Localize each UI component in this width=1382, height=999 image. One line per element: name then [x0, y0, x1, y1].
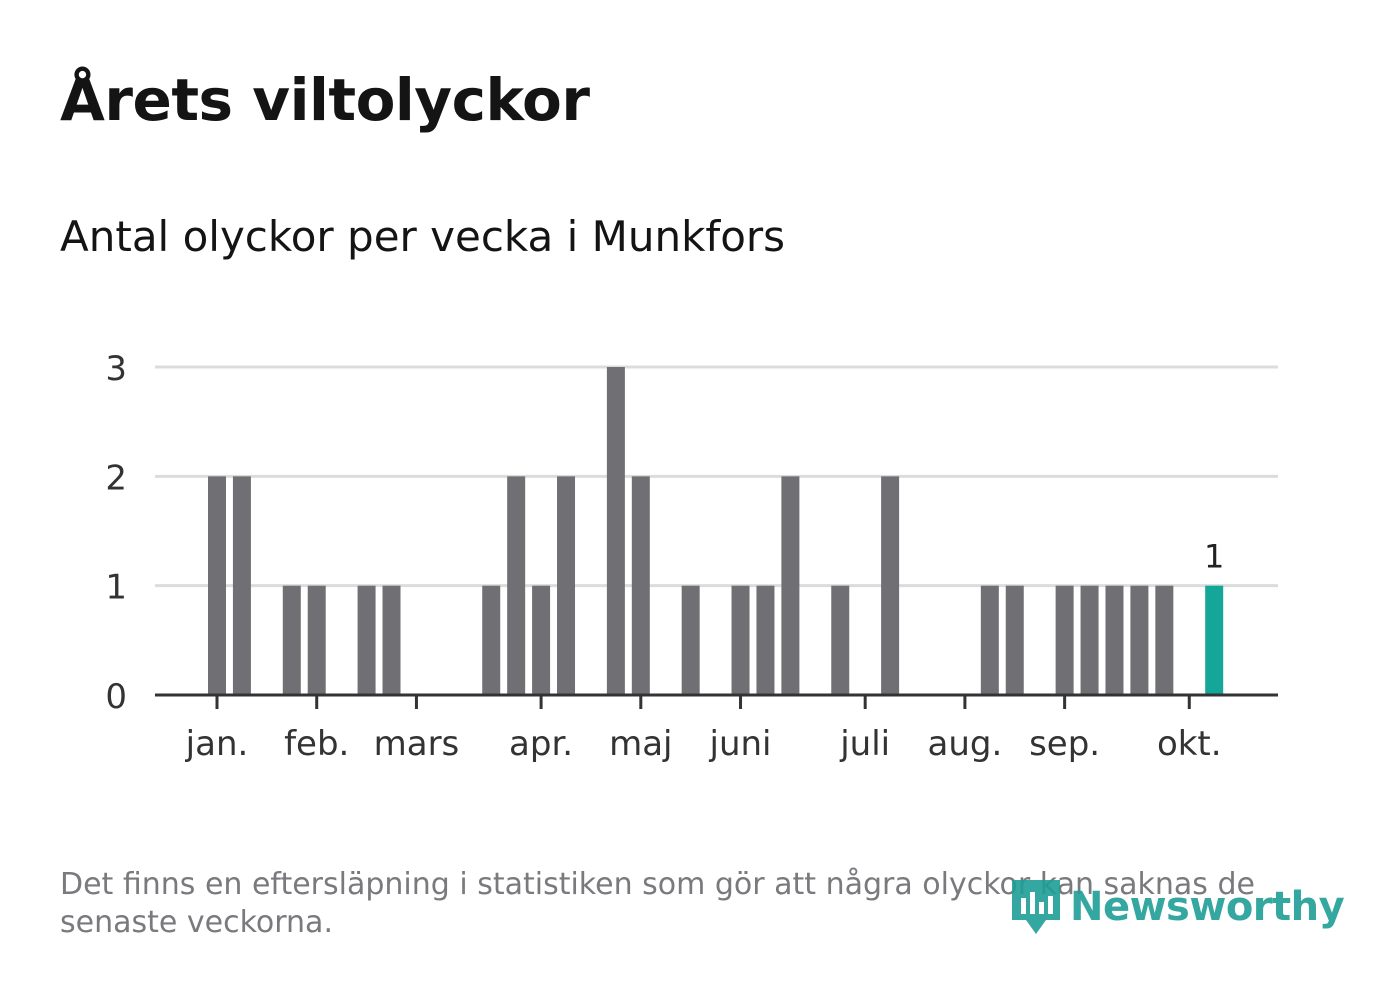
highlight-bar [1205, 585, 1224, 695]
bar [1105, 585, 1124, 695]
y-tick-label: 3 [105, 349, 127, 389]
newsworthy-logo: Newsworthy [1010, 878, 1345, 936]
bar [980, 585, 999, 695]
x-tick-label: jan. [185, 724, 249, 764]
x-tick-label: juli [839, 724, 890, 764]
bar [756, 585, 775, 695]
x-tick-label: maj [609, 724, 672, 764]
x-tick-label: sep. [1029, 724, 1100, 764]
bar [282, 585, 301, 695]
x-tick-label: mars [374, 724, 460, 764]
x-tick-label: apr. [509, 724, 573, 764]
bar [1130, 585, 1149, 695]
bar [532, 585, 551, 695]
newsworthy-logo-text: Newsworthy [1070, 884, 1345, 930]
bar [681, 585, 700, 695]
bar [731, 585, 750, 695]
bar [208, 476, 226, 695]
y-tick-label: 2 [105, 458, 127, 498]
newsworthy-logo-icon [1012, 880, 1060, 934]
y-tick-label: 1 [105, 568, 127, 608]
chart-subtitle: Antal olyckor per vecka i Munkfors [60, 212, 786, 261]
bar [232, 476, 251, 695]
y-tick-label: 0 [105, 677, 127, 717]
x-tick-label: okt. [1157, 724, 1222, 764]
bar [482, 585, 501, 695]
x-tick-label: feb. [284, 724, 349, 764]
bar [307, 585, 326, 695]
bar [507, 476, 526, 695]
bar-chart: 0 1 2 3 1 jan. feb. mars apr. maj juni juli aug. sep.… [105, 349, 1278, 764]
bar [1005, 585, 1024, 695]
x-tick-label: aug. [928, 724, 1003, 764]
bar [1080, 585, 1099, 695]
bar [557, 476, 576, 695]
bar [631, 476, 650, 695]
bar [357, 585, 376, 695]
bar [1155, 585, 1174, 695]
bar [1055, 585, 1074, 695]
chart-title: Årets viltolyckor [60, 66, 590, 134]
bar [781, 476, 800, 695]
bar [606, 367, 625, 695]
highlight-data-label: 1 [1204, 538, 1224, 576]
bar [382, 585, 401, 695]
x-tick-label: juni [709, 724, 772, 764]
bar [831, 585, 850, 695]
bar [881, 476, 900, 695]
